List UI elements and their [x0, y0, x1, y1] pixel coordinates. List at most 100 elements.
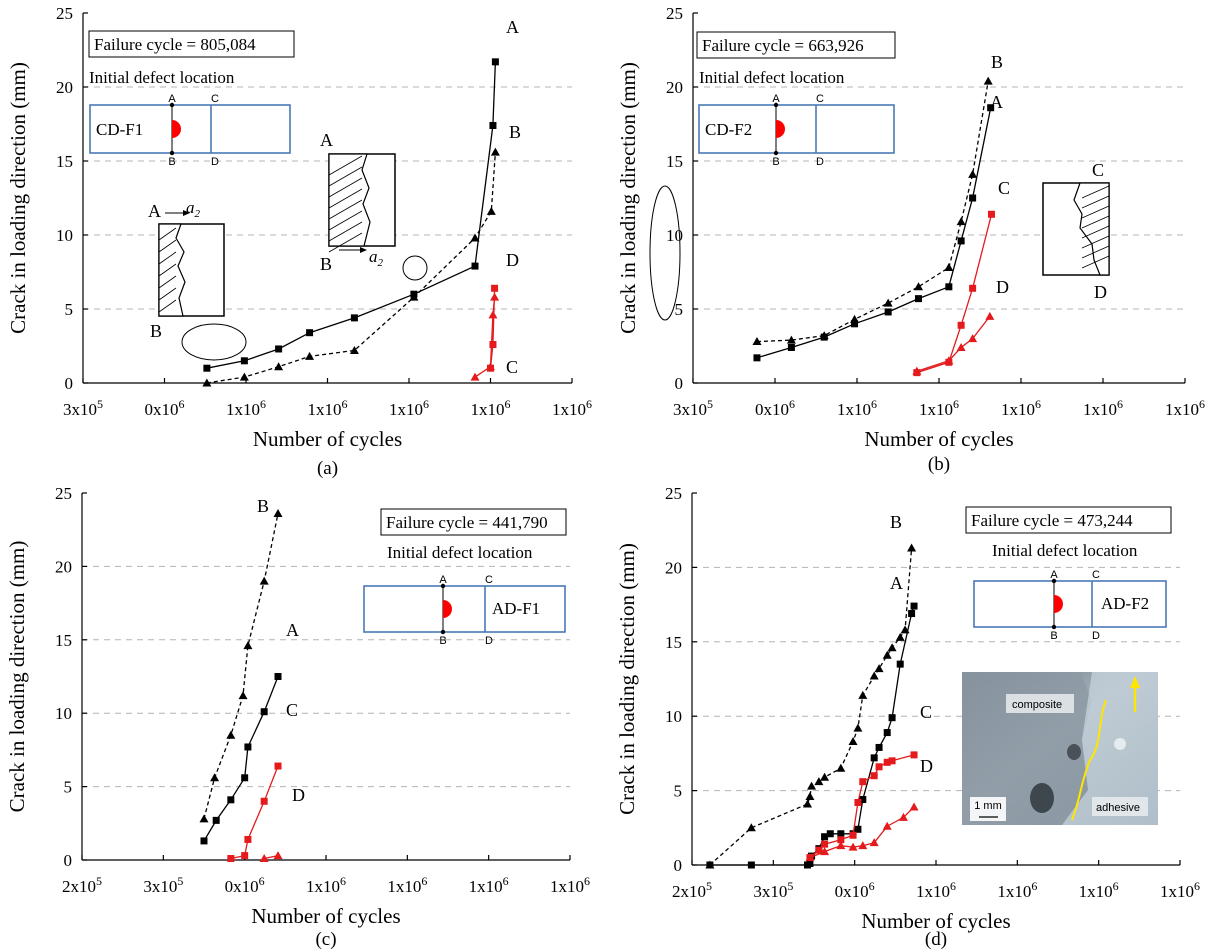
crack-sketch-1-hatch [158, 227, 177, 241]
data-point [987, 210, 995, 218]
y-tick-label: 20 [666, 78, 683, 97]
series-A [200, 673, 282, 845]
data-point [854, 799, 862, 807]
data-point [887, 643, 897, 652]
data-point [349, 345, 359, 354]
series-B [199, 509, 283, 823]
x-tick-label-mantissa: 1x10 [997, 882, 1031, 901]
x-tick-label-exponent: 5 [97, 397, 103, 411]
adhesive-label-bg [1092, 797, 1148, 816]
defect-location-inset-b: A B C D [698, 93, 895, 168]
data-point [471, 262, 479, 270]
x-tick-label-mantissa: 1x10 [306, 877, 340, 896]
inset-label-d: D [816, 156, 824, 168]
y-tick-label: 25 [665, 484, 682, 503]
x-tick-label: 1x106 [471, 397, 511, 419]
data-point [870, 772, 878, 780]
inset-label-c: C [816, 93, 824, 105]
data-point [210, 773, 220, 782]
defect-location-inset-c: A B C D [363, 574, 566, 647]
x-tick-label-mantissa: 1x10 [308, 400, 342, 419]
data-point [837, 836, 845, 844]
series-line [916, 214, 993, 374]
x-tick-label-exponent: 6 [789, 397, 795, 411]
crack-sketch-2-hatch [328, 210, 363, 231]
y-tick-label: 0 [65, 374, 74, 393]
x-tick-label-exponent: 5 [706, 879, 712, 893]
data-point [956, 342, 966, 351]
inset-label-b: B [772, 156, 779, 168]
data-point [907, 543, 917, 552]
x-tick-label-mantissa: 2x10 [672, 882, 706, 901]
data-point [910, 751, 918, 759]
x-tick-label: 1x106 [1079, 879, 1119, 901]
x-tick-label: 1x106 [389, 397, 429, 419]
series-line [203, 513, 279, 820]
panel-caption: (d) [925, 929, 947, 950]
x-tick-label-exponent: 6 [423, 397, 429, 411]
data-point [912, 366, 922, 375]
defect-location-inset-d: A B C D [973, 569, 1167, 642]
x-tick-label-mantissa: 1x10 [1079, 882, 1113, 901]
x-tick-label-mantissa: 1x10 [389, 400, 423, 419]
data-point [200, 837, 208, 845]
crack-sketch-1-hatch [158, 263, 177, 277]
data-point [883, 298, 893, 307]
crack-sketch-1-hatch [158, 287, 177, 301]
x-tick-label-exponent: 6 [1199, 397, 1205, 411]
x-tick-label-mantissa: 1x10 [469, 877, 503, 896]
crack-sketch-2-hatch [328, 188, 363, 209]
data-point [821, 833, 829, 841]
x-tick-label-mantissa: 1x10 [1083, 400, 1117, 419]
data-point [489, 121, 497, 129]
x-tick-label-mantissa: 1x10 [919, 400, 953, 419]
crack-sketch-2-hatch [328, 166, 363, 187]
x-tick-label: 1x106 [387, 874, 427, 896]
crack-sketch-1-arrowhead [183, 210, 190, 216]
data-point [821, 840, 829, 848]
series-line [756, 80, 989, 343]
x-tick-label: 1x106 [550, 874, 590, 896]
data-point [837, 830, 845, 838]
data-point [888, 714, 896, 722]
x-tick-label-mantissa: 1x10 [226, 400, 260, 419]
highlight-ellipse-early [181, 323, 247, 361]
curve-label-C: C [286, 700, 298, 720]
data-point [241, 774, 249, 782]
data-point [486, 206, 496, 215]
data-point [987, 104, 995, 112]
data-point [957, 321, 965, 329]
crack-sketch-2-hatch [328, 177, 363, 198]
failure-cycle-label-frame [965, 506, 1172, 534]
crack-sketch-1-arrow-label: a2 [186, 198, 201, 220]
x-tick-label: 0x106 [835, 879, 875, 901]
failure-cycle-label: Failure cycle = 663,926 [702, 36, 864, 55]
data-point [486, 362, 495, 371]
series-D [259, 851, 283, 863]
data-point [883, 729, 891, 737]
crack-path-line [1071, 699, 1107, 821]
data-point [305, 351, 315, 360]
x-tick-label-exponent: 6 [421, 874, 427, 888]
x-tick-label-mantissa: 1x10 [550, 877, 584, 896]
x-tick-label-mantissa: 2x10 [62, 877, 96, 896]
inset-label-d: D [211, 156, 219, 168]
x-tick-label: 1x106 [306, 874, 346, 896]
data-point [820, 772, 830, 781]
data-point [753, 354, 761, 362]
x-tick-label-mantissa: 1x10 [1165, 400, 1199, 419]
panel-2-annotations: Failure cycle = 663,926 Initial defect lo… [649, 31, 1110, 321]
crack-sketch-1-bottom-label: B [150, 321, 162, 341]
data-point [848, 842, 858, 851]
curve-label-A: A [890, 573, 903, 593]
data-point [273, 509, 283, 518]
crack-sketch-top-label: C [1092, 160, 1104, 180]
failure-cycle-label: Failure cycle = 473,244 [971, 511, 1133, 530]
curve-label-A: A [990, 92, 1003, 112]
x-tick-label-mantissa: 1x10 [1160, 882, 1194, 901]
panel-caption: (b) [928, 454, 950, 475]
data-point [814, 777, 824, 786]
data-point [869, 671, 879, 680]
y-tick-label: 5 [674, 782, 683, 801]
